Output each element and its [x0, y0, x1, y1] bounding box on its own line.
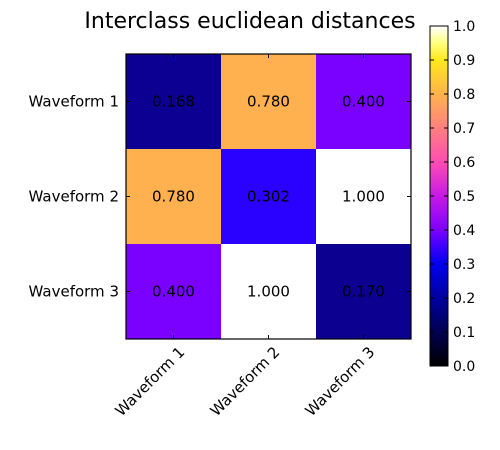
heatmap-cell-r3-c2	[221, 244, 317, 340]
colorbar-tick-label: 0.5	[453, 189, 475, 205]
x-tick-label: Waveform 3	[302, 343, 379, 420]
cell-value-label: 0.780	[152, 188, 195, 206]
colorbar-tick-label: 0.8	[453, 87, 475, 103]
heatmap-cell-r1-c3	[316, 54, 412, 150]
heatmap-cell-r2-c1	[126, 149, 222, 245]
colorbar-tick-label: 0.4	[453, 223, 475, 239]
heatmap-cells	[126, 54, 412, 340]
heatmap-cell-r2-c2	[221, 149, 317, 245]
y-tick-label: Waveform 1	[29, 93, 119, 111]
chart-title: Interclass euclidean distances	[84, 9, 415, 34]
x-tick-label: Waveform 2	[207, 343, 284, 420]
cell-value-label: 0.780	[247, 93, 290, 111]
colorbar-tick-label: 0.2	[453, 291, 475, 307]
y-tick-labels: Waveform 1 Waveform 2 Waveform 3	[29, 93, 119, 301]
colorbar-tick-label: 0.9	[453, 53, 475, 69]
colorbar-tick-label: 0.7	[453, 121, 475, 137]
heatmap-cell-r2-c3	[316, 149, 412, 245]
heatmap-cell-r3-c3	[316, 244, 412, 340]
axis-ticks	[126, 54, 411, 339]
colorbar-tick-label: 1.0	[453, 19, 475, 35]
y-tick-label: Waveform 2	[29, 188, 119, 206]
heatmap-cell-r3-c1	[126, 244, 222, 340]
colorbar-tick-label: 0.1	[453, 325, 475, 341]
cell-value-label: 0.400	[152, 283, 195, 301]
heatmap-cell-r1-c1	[126, 54, 222, 150]
cell-value-label: 1.000	[247, 283, 290, 301]
cell-value-label: 1.000	[342, 188, 385, 206]
x-tick-label: Waveform 1	[112, 343, 189, 420]
x-tick-labels: Waveform 1 Waveform 2 Waveform 3	[112, 343, 379, 420]
y-tick-label: Waveform 3	[29, 283, 119, 301]
colorbar-ticks: 0.0 0.1 0.2 0.3 0.4 0.5 0.6 0.7 0.8 0.9 1.0	[430, 19, 475, 375]
cell-value-label: 0.170	[342, 283, 385, 301]
cell-value-label: 0.302	[247, 188, 290, 206]
cell-value-label: 0.400	[342, 93, 385, 111]
cell-value-label: 0.168	[152, 93, 195, 111]
heatmap-cell-labels: 0.168 0.780 0.400 0.780 0.302 1.000 0.400 1.000…	[152, 93, 385, 301]
heatmap-cell-r1-c2	[221, 54, 317, 150]
colorbar-tick-label: 0.6	[453, 155, 475, 171]
colorbar-tick-label: 0.3	[453, 257, 475, 273]
colorbar-tick-label: 0.0	[453, 359, 475, 375]
